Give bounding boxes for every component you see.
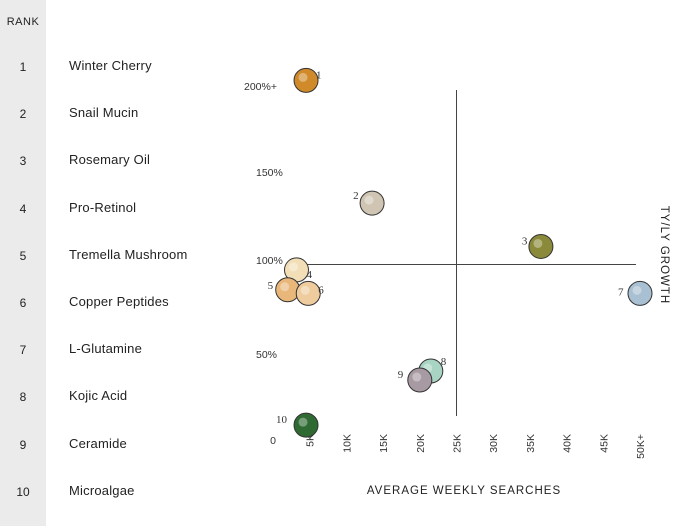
y-tick-label: 100% (256, 255, 283, 267)
rank-number: 3 (19, 154, 27, 169)
data-point-label: 8 (441, 356, 447, 368)
data-point-marker (627, 280, 653, 306)
ingredient-name: Pro-Retinol (69, 199, 137, 215)
y-tick-label: 50% (256, 349, 277, 361)
data-point-highlight (632, 285, 642, 295)
x-tick-label: 20K (415, 434, 427, 453)
data-point-marker (295, 280, 321, 306)
ingredient-name: Tremella Mushroom (69, 246, 188, 262)
data-point-label: 7 (618, 286, 624, 298)
data-point-label: 1 (316, 69, 322, 81)
data-points: 1 2 3 4 5 6 7 8 9 10 (268, 67, 653, 438)
data-point-7: 7 (618, 280, 653, 306)
ingredient-name: Winter Cherry (69, 58, 152, 73)
x-tick-label: 45K (598, 434, 610, 453)
x-tick-label: 15K (378, 434, 390, 453)
y-axis-title: TY/LY GROWTH (658, 206, 670, 304)
rank-number: 4 (19, 201, 27, 216)
data-point-label: 3 (522, 235, 528, 247)
data-point-highlight (298, 72, 308, 82)
data-point-highlight (412, 372, 422, 382)
data-point-label: 9 (398, 369, 404, 381)
data-point-marker (293, 412, 319, 438)
data-point-6: 6 (295, 280, 324, 306)
rank-number: 9 (19, 437, 27, 452)
data-point-highlight (533, 238, 543, 248)
x-tick-label: 50K+ (635, 434, 647, 459)
x-tick-label: 40K (562, 434, 574, 453)
data-point-9: 9 (398, 367, 433, 393)
crosshair-lines (290, 90, 636, 416)
data-point-4: 4 (283, 257, 312, 283)
y-tick-label: 200%+ (244, 81, 277, 93)
data-point-10: 10 (276, 412, 319, 438)
data-point-highlight (280, 282, 290, 292)
x-axis-title: AVERAGE WEEKLY SEARCHES (367, 485, 561, 497)
ingredient-name: Copper Peptides (69, 294, 169, 309)
rank-column (0, 0, 46, 526)
ingredient-name: Snail Mucin (69, 105, 139, 121)
data-point-label: 2 (353, 190, 359, 202)
x-tick-label: 25K (452, 434, 464, 453)
ingredient-name: Microalgae (69, 482, 135, 498)
data-point-highlight (364, 195, 374, 205)
data-point-label: 5 (268, 280, 274, 292)
data-point-highlight (300, 285, 310, 295)
data-point-highlight (298, 417, 308, 427)
data-point-label: 6 (318, 284, 324, 296)
rank-number: 8 (19, 390, 27, 405)
data-point-marker (528, 233, 554, 259)
rank-number: 1 (19, 60, 27, 74)
data-point-label: 4 (306, 269, 312, 281)
data-point-3: 3 (522, 233, 554, 259)
x-tick-label: 10K (341, 434, 353, 453)
data-point-marker (407, 367, 433, 393)
x-tick-label: 30K (488, 434, 500, 453)
rank-number: 10 (16, 484, 30, 499)
y-axis-ticks: 50% 100% 150% 200%+ (244, 81, 283, 361)
data-point-1: 1 (293, 67, 322, 93)
rank-header: RANK (6, 16, 40, 28)
ingredient-name: Kojic Acid (69, 388, 128, 404)
rank-number: 2 (19, 107, 27, 122)
data-point-2: 2 (353, 190, 385, 216)
data-point-5: 5 (268, 277, 301, 303)
y-tick-label: 150% (256, 167, 283, 179)
data-point-highlight (288, 262, 298, 272)
data-point-label: 10 (276, 414, 288, 426)
data-point-marker (293, 67, 319, 93)
ingredient-name: Ceramide (69, 435, 127, 451)
ingredient-name: L-Glutamine (69, 341, 143, 357)
ingredient-name: Rosemary Oil (69, 152, 151, 168)
rank-number: 7 (19, 343, 27, 358)
data-point-marker (359, 190, 385, 216)
rank-number: 5 (19, 248, 27, 263)
x-axis-ticks: 0 5K 10K 15K 20K 25K 30K 35K 40K 45K 50K+ (270, 434, 647, 459)
x-tick-label: 0 (270, 435, 276, 447)
x-tick-label: 35K (525, 434, 537, 453)
rank-number: 6 (19, 296, 27, 310)
